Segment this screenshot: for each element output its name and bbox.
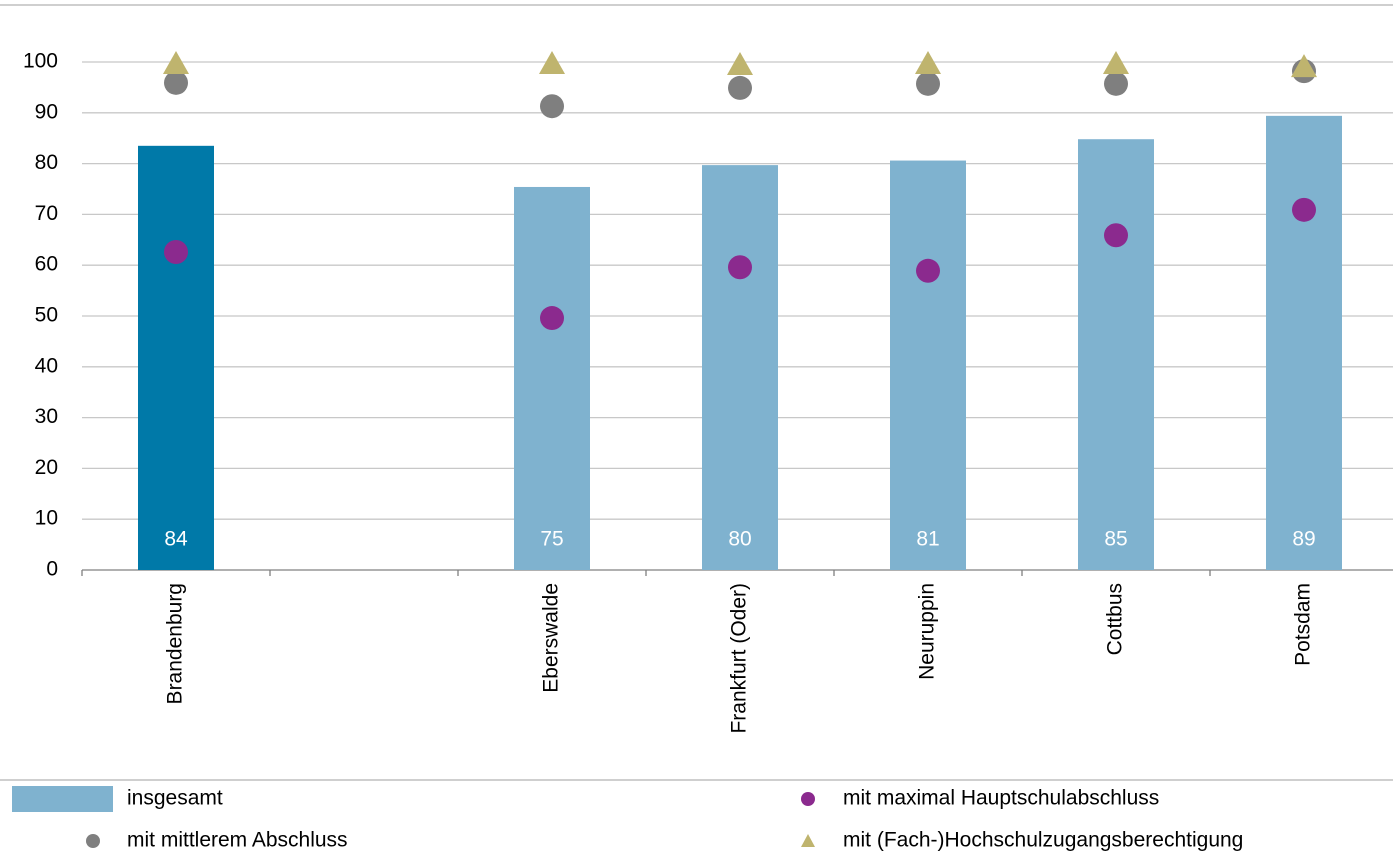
x-tick-label: Eberswalde xyxy=(540,583,563,693)
legend-label: mit maximal Hauptschulabschluss xyxy=(843,787,1159,810)
x-tick-label: Potsdam xyxy=(1292,583,1315,666)
bar xyxy=(702,165,778,570)
point xyxy=(916,71,940,96)
bar xyxy=(890,160,966,570)
y-tick-label: 30 xyxy=(35,405,58,428)
x-tick-label: Brandenburg xyxy=(164,583,187,704)
point xyxy=(540,306,564,331)
legend-label: mit (Fach-)Hochschulzugangsberechtigung xyxy=(843,829,1243,852)
point xyxy=(1292,197,1316,222)
point xyxy=(916,258,940,283)
y-tick-label: 40 xyxy=(35,354,58,377)
value-label: 84 xyxy=(164,528,188,551)
y-tick-label: 100 xyxy=(23,50,58,73)
y-tick-label: 90 xyxy=(35,100,58,123)
bar xyxy=(1078,139,1154,570)
x-tick-label: Frankfurt (Oder) xyxy=(728,583,751,734)
y-tick-label: 0 xyxy=(46,558,58,581)
value-label: 80 xyxy=(728,528,751,551)
value-label: 89 xyxy=(1292,528,1315,551)
point xyxy=(540,94,564,119)
value-label: 75 xyxy=(540,528,563,551)
bar xyxy=(1266,115,1342,571)
x-tick-label: Neuruppin xyxy=(916,583,939,680)
point xyxy=(539,51,565,75)
bar xyxy=(138,145,214,570)
point xyxy=(1104,71,1128,96)
y-tick-label: 60 xyxy=(35,253,58,276)
y-tick-label: 70 xyxy=(35,202,58,225)
value-label: 85 xyxy=(1104,528,1127,551)
point xyxy=(164,70,188,95)
point xyxy=(1103,51,1129,75)
value-label: 81 xyxy=(916,528,939,551)
legend-swatch xyxy=(801,792,815,806)
point xyxy=(1291,54,1317,78)
point xyxy=(1104,223,1128,248)
point xyxy=(915,51,941,75)
point xyxy=(728,255,752,280)
y-tick-label: 80 xyxy=(35,151,58,174)
y-tick-label: 50 xyxy=(35,304,58,327)
legend-swatch xyxy=(12,786,113,812)
legend-label: insgesamt xyxy=(127,787,223,810)
point xyxy=(163,51,189,75)
x-tick-label: Cottbus xyxy=(1104,583,1127,655)
point xyxy=(727,52,753,76)
y-tick-label: 20 xyxy=(35,456,58,479)
y-tick-label: 10 xyxy=(35,507,58,530)
point xyxy=(728,75,752,100)
bar xyxy=(514,186,590,570)
legend-label: mit mittlerem Abschluss xyxy=(127,829,348,852)
legend-swatch xyxy=(801,834,815,847)
point xyxy=(164,239,188,264)
legend-swatch xyxy=(86,834,100,848)
